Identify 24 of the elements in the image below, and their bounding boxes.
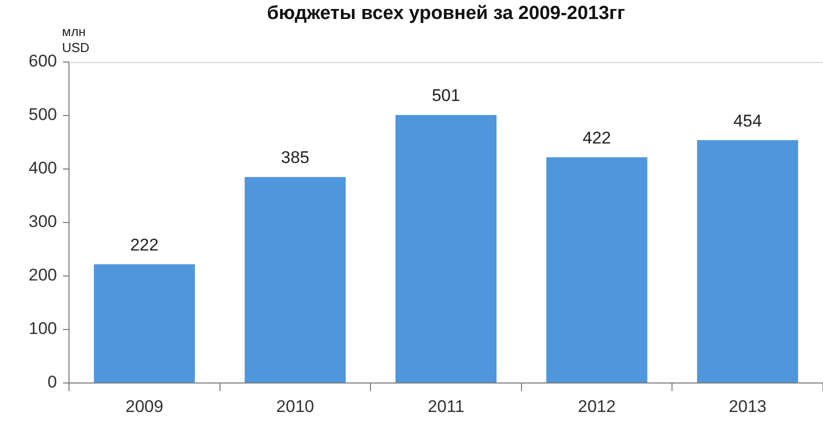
x-tick-label: 2009	[125, 396, 164, 416]
bar	[697, 140, 798, 382]
bar	[395, 114, 497, 382]
bar	[244, 177, 346, 382]
data-label: 454	[733, 111, 762, 130]
data-label: 422	[582, 128, 611, 148]
x-tick-label: 2013	[728, 396, 767, 416]
data-label: 385	[281, 148, 310, 168]
x-tick-label: 2010	[276, 396, 314, 416]
y-tick-label: 200	[28, 266, 57, 285]
y-tick-label: 500	[28, 105, 57, 124]
y-tick-label: 600	[28, 52, 57, 71]
y-tick-label: 400	[28, 158, 57, 178]
x-tick-label: 2011	[428, 396, 464, 416]
bar	[94, 264, 195, 382]
data-label: 501	[432, 86, 460, 106]
y-tick-label: 100	[28, 319, 57, 338]
y-axis-title: млн USD	[62, 24, 90, 56]
chart-title: бюджеты всех уровней за 2009-2013гг	[266, 3, 626, 25]
data-label: 222	[130, 235, 159, 254]
bar	[546, 157, 648, 382]
y-tick-label: 0	[48, 372, 57, 392]
x-tick-label: 2012	[578, 396, 616, 416]
y-tick-label: 300	[28, 212, 57, 232]
